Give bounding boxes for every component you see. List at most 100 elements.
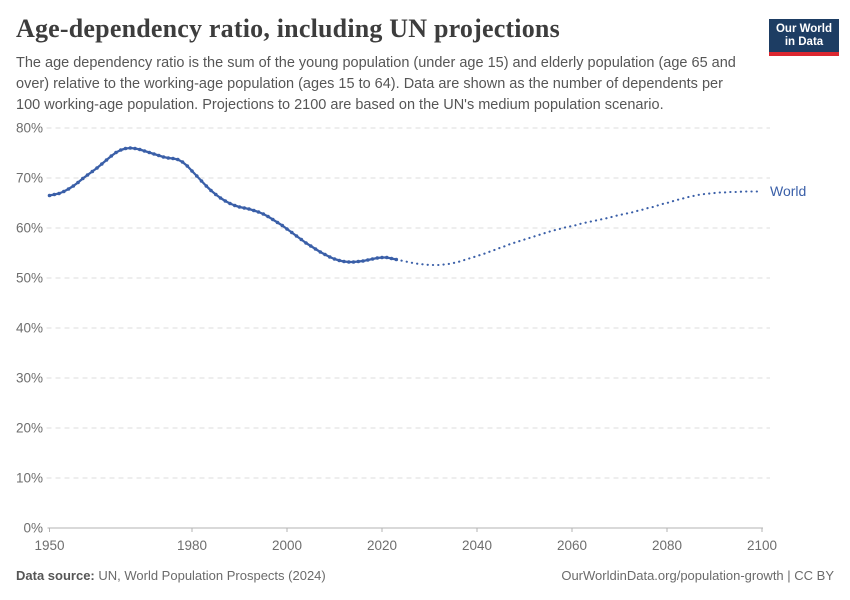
series-point-marker — [104, 158, 109, 162]
series-point-marker — [252, 208, 256, 213]
series-point-marker — [62, 189, 66, 194]
series-point-marker — [85, 173, 90, 177]
series-point-marker — [66, 187, 71, 191]
series-point-marker — [375, 256, 380, 260]
series-point-marker — [214, 192, 218, 197]
series-point-marker — [128, 146, 133, 150]
owid-logo-line1: Our World — [775, 23, 832, 35]
series-point-marker — [147, 150, 152, 155]
x-axis-tick-label: 2000 — [272, 538, 302, 553]
series-point-marker — [237, 205, 242, 209]
series-point-marker — [290, 230, 294, 235]
series-point-marker — [294, 234, 299, 238]
series-point-marker — [199, 179, 204, 183]
series-point-marker — [47, 193, 52, 198]
series-point-marker — [347, 260, 351, 264]
series-point-marker — [351, 260, 356, 264]
series-point-marker — [180, 160, 185, 164]
series-point-marker — [185, 164, 190, 168]
series-point-marker — [176, 157, 180, 162]
series-point-marker — [285, 227, 289, 231]
series-point-marker — [356, 259, 361, 264]
series-point-marker — [385, 255, 389, 260]
series-point-marker — [313, 247, 318, 251]
series-point-marker — [309, 244, 313, 248]
subtitle-line-1: The age dependency ratio is the sum of t… — [16, 55, 736, 71]
series-point-marker — [52, 192, 57, 197]
series-point-marker — [190, 169, 194, 173]
y-axis-tick-label: 70% — [16, 171, 43, 186]
series-point-marker — [328, 255, 332, 259]
series-point-marker — [389, 256, 394, 261]
series-point-marker — [100, 162, 104, 166]
y-axis-tick-label: 80% — [16, 121, 43, 136]
chart-subtitle: The age dependency ratio is the sum of t… — [16, 53, 761, 116]
series-point-marker — [256, 210, 261, 214]
series-point-marker — [161, 155, 166, 159]
series-point-marker — [332, 257, 337, 261]
series-point-marker — [361, 259, 365, 263]
x-axis-tick-label: 2080 — [652, 538, 682, 553]
series-point-marker — [76, 180, 80, 185]
series-point-marker — [223, 199, 228, 203]
series-point-marker — [133, 146, 137, 151]
data-source-text: UN, World Population Prospects (2024) — [94, 568, 326, 583]
x-axis-tick-label: 2060 — [557, 538, 587, 553]
x-axis-tick-label: 1980 — [177, 538, 207, 553]
series-point-marker — [123, 146, 128, 151]
y-axis-tick-label: 0% — [23, 521, 43, 536]
x-axis-tick-label: 2040 — [462, 538, 492, 553]
series-point-marker — [81, 176, 85, 181]
owid-citation-link[interactable]: OurWorldinData.org/population-growth | C… — [561, 568, 834, 583]
y-axis-tick-label: 20% — [16, 421, 43, 436]
y-axis-tick-label: 50% — [16, 271, 43, 286]
series-point-marker — [152, 152, 156, 156]
series-point-marker — [204, 184, 209, 188]
series-point-marker — [370, 257, 375, 261]
y-axis-tick-label: 10% — [16, 471, 43, 486]
x-axis-tick-label: 1950 — [34, 538, 64, 553]
series-point-marker — [142, 149, 147, 153]
series-point-marker — [242, 206, 247, 210]
y-axis-tick-label: 40% — [16, 321, 43, 336]
series-point-marker — [166, 156, 171, 160]
owid-logo-line2: in Data — [784, 36, 824, 48]
x-axis-tick-label: 2100 — [747, 538, 777, 553]
series-point-marker — [304, 241, 308, 245]
series-point-marker — [275, 220, 280, 225]
series-point-marker — [157, 153, 161, 158]
series-point-marker — [218, 196, 223, 200]
series-point-marker — [299, 237, 304, 242]
series-point-marker — [366, 258, 370, 262]
data-source-label: Data source: — [16, 568, 95, 583]
series-point-marker — [271, 217, 275, 222]
owid-logo[interactable]: Our World in Data — [769, 19, 839, 56]
series-point-marker — [266, 214, 270, 219]
series-point-marker — [228, 201, 232, 206]
series-point-marker — [247, 207, 251, 211]
chart-header: Age-dependency ratio, including UN proje… — [16, 14, 761, 116]
series-point-marker — [342, 259, 346, 264]
series-point-marker — [261, 212, 266, 216]
series-point-marker — [95, 166, 99, 170]
chart-footer: Data source: UN, World Population Prospe… — [16, 568, 834, 583]
series-point-marker — [119, 148, 123, 152]
series-point-marker — [114, 150, 118, 155]
series-point-marker — [138, 147, 142, 152]
y-axis-tick-label: 60% — [16, 221, 43, 236]
series-point-marker — [195, 174, 199, 178]
series-point-marker — [337, 258, 342, 263]
series-end-label: World — [770, 183, 806, 199]
y-axis-tick-label: 30% — [16, 371, 43, 386]
series-point-marker — [233, 203, 237, 208]
x-axis-tick-label: 2020 — [367, 538, 397, 553]
data-source: Data source: UN, World Population Prospe… — [16, 568, 326, 583]
series-point-marker — [90, 169, 95, 174]
page-title: Age-dependency ratio, including UN proje… — [16, 14, 560, 43]
series-point-marker — [318, 250, 323, 254]
series-point-marker — [209, 188, 213, 193]
series-point-marker — [71, 184, 76, 188]
series-point-marker — [380, 255, 384, 260]
